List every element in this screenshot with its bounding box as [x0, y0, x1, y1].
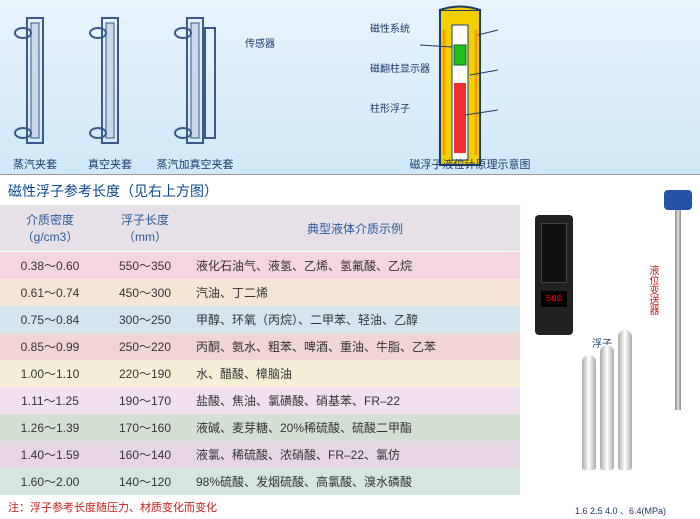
transmitter-head: [664, 190, 692, 210]
density-cell: 1.00～1.10: [0, 360, 100, 387]
example-cell: 丙酮、氨水、粗苯、啤酒、重油、牛脂、乙苯: [190, 333, 520, 360]
density-cell: 1.26～1.39: [0, 414, 100, 441]
density-cell: 0.75～0.84: [0, 306, 100, 333]
example-cell: 水、醋酸、樟脑油: [190, 360, 520, 387]
schematic-diagram: 传感器 磁性系统磁翻柱显示器柱形浮子 磁浮子液位计原理示意图: [240, 0, 700, 174]
annotation-2: 磁翻柱显示器: [370, 60, 430, 75]
header-0: 介质密度（g/cm3）: [0, 205, 100, 252]
length-cell: 550～350: [100, 252, 190, 280]
gauge-label-2: 蒸汽加真空夹套: [157, 156, 234, 172]
length-cell: 450～300: [100, 279, 190, 306]
annotation-1: 磁性系统: [370, 20, 410, 35]
table-row: 1.40～1.59160～140液氯、稀硫酸、浓硝酸、FR–22、氯仿: [0, 441, 520, 468]
table-row: 0.61～0.74450～300汽油、丁二烯: [0, 279, 520, 306]
header-2: 典型液体介质示例: [190, 205, 520, 252]
gauge-0: 蒸汽夹套: [0, 0, 70, 174]
density-cell: 1.60～2.00: [0, 468, 100, 495]
table-row: 1.26～1.39170～160液碱、麦芽糖、20%稀硫酸、硫酸二甲酯: [0, 414, 520, 441]
schematic-label: 磁浮子液位计原理示意图: [410, 156, 531, 172]
table-row: 1.60～2.00140～12098%硫酸、发烟硫酸、高氯酸、溴水磷酸: [0, 468, 520, 495]
example-cell: 液碱、麦芽糖、20%稀硫酸、硫酸二甲酯: [190, 414, 520, 441]
table-area: 磁性浮子参考长度（见右上方图） 介质密度（g/cm3）浮子长度（mm）典型液体介…: [0, 175, 520, 519]
table-row: 1.00～1.10220～190水、醋酸、樟脑油: [0, 360, 520, 387]
example-cell: 盐酸、焦油、氯磺酸、硝基苯、FR–22: [190, 387, 520, 414]
density-cell: 0.85～0.99: [0, 333, 100, 360]
footnote: 注：浮子参考长度随压力、材质变化而变化: [0, 495, 520, 519]
top-diagrams-section: 蒸汽夹套 真空夹套 蒸汽加真空夹套 传感器 磁性系统磁翻柱显示器柱形浮子 磁浮子液位计…: [0, 0, 700, 175]
length-cell: 220～190: [100, 360, 190, 387]
example-cell: 汽油、丁二烯: [190, 279, 520, 306]
table-row: 0.75～0.84300～250甲醇、环氧（丙烷）、二甲苯、轻油、乙醇: [0, 306, 520, 333]
example-cell: 液氯、稀硫酸、浓硝酸、FR–22、氯仿: [190, 441, 520, 468]
length-cell: 160～140: [100, 441, 190, 468]
annotation-3: 柱形浮子: [370, 100, 410, 115]
example-cell: 甲醇、环氧（丙烷）、二甲苯、轻油、乙醇: [190, 306, 520, 333]
gauge-label-0: 蒸汽夹套: [13, 156, 57, 172]
density-cell: 1.11～1.25: [0, 387, 100, 414]
table-title: 磁性浮子参考长度（见右上方图）: [0, 175, 520, 205]
example-cell: 液化石油气、液氢、乙烯、氢氟酸、乙烷: [190, 252, 520, 280]
float-tube-2: [618, 330, 632, 470]
density-cell: 0.61～0.74: [0, 279, 100, 306]
products-panel: 500 浮子 液位变送器 1.6 2.5 4.0 、6.4(MPa): [520, 175, 700, 519]
table-row: 1.11～1.25190～170盐酸、焦油、氯磺酸、硝基苯、FR–22: [0, 387, 520, 414]
transmitter-rod: [675, 210, 681, 410]
length-cell: 170～160: [100, 414, 190, 441]
table-row: 0.85～0.99250～220丙酮、氨水、粗苯、啤酒、重油、牛脂、乙苯: [0, 333, 520, 360]
float-tube-1: [600, 345, 614, 470]
table-row: 0.38～0.60550～350液化石油气、液氢、乙烯、氢氟酸、乙烷: [0, 252, 520, 280]
led-readout: 500: [541, 291, 567, 307]
density-cell: 0.38～0.60: [0, 252, 100, 280]
pressure-scale: 1.6 2.5 4.0 、6.4(MPa): [575, 504, 666, 517]
length-cell: 300～250: [100, 306, 190, 333]
gauge-2: 蒸汽加真空夹套: [150, 0, 240, 174]
annotation-0: 传感器: [245, 35, 275, 50]
length-cell: 250～220: [100, 333, 190, 360]
example-cell: 98%硫酸、发烟硫酸、高氯酸、溴水磷酸: [190, 468, 520, 495]
display-screen: [541, 223, 567, 283]
gauge-label-1: 真空夹套: [88, 156, 132, 172]
length-cell: 190～170: [100, 387, 190, 414]
transmitter: [664, 190, 692, 410]
transmitter-label: 液位变送器: [645, 265, 660, 315]
gauge-1: 真空夹套: [70, 0, 150, 174]
float-tube-0: [582, 355, 596, 470]
float-reference-table: 介质密度（g/cm3）浮子长度（mm）典型液体介质示例 0.38～0.60550…: [0, 205, 520, 495]
density-cell: 1.40～1.59: [0, 441, 100, 468]
length-cell: 140～120: [100, 468, 190, 495]
middle-section: 磁性浮子参考长度（见右上方图） 介质密度（g/cm3）浮子长度（mm）典型液体介…: [0, 175, 700, 519]
display-unit: 500: [535, 215, 573, 335]
header-1: 浮子长度（mm）: [100, 205, 190, 252]
